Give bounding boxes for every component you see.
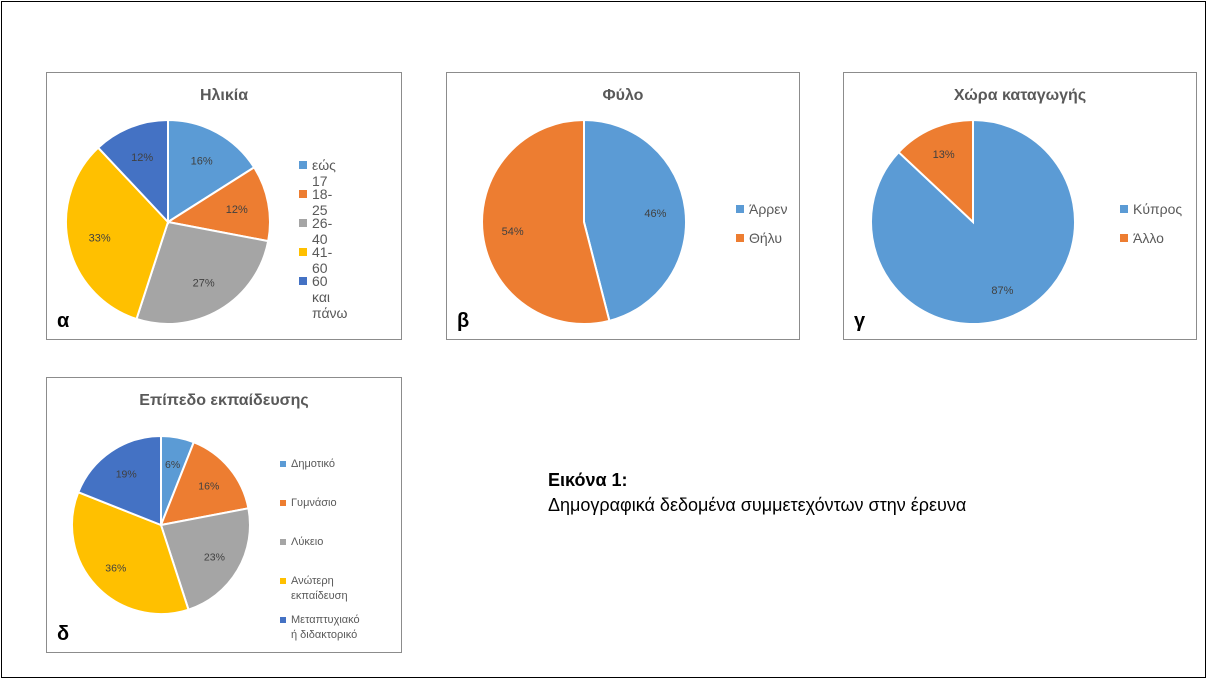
pie-svg: 87% 13% xyxy=(870,118,1076,325)
slice-label: 13% xyxy=(933,149,955,161)
legend-item-λύκειο: Λύκειο xyxy=(280,535,323,550)
legend-label: Ανώτερη εκπαίδευση xyxy=(291,575,348,602)
pie-slice-εώς-17 xyxy=(167,118,256,224)
legend-swatch xyxy=(280,617,286,623)
legend-item-εώς-17: εώς 17 xyxy=(299,157,336,189)
legend-item-κύπρος: Κύπρος xyxy=(1120,201,1182,217)
legend-swatch xyxy=(299,277,307,285)
legend-swatch xyxy=(280,500,286,506)
pie-slice-άλλο xyxy=(897,118,974,225)
legend-swatch xyxy=(299,161,307,169)
legend-item-μεταπτυχιακό-ή-διδακτορικό: Μεταπτυχιακό ή διδακτορικό xyxy=(280,613,360,643)
slice-label: 19% xyxy=(116,469,137,481)
slice-label: 36% xyxy=(105,562,126,574)
legend-label: Άρρεν xyxy=(749,201,788,217)
legend-label: Γυμνάσιο xyxy=(291,497,337,509)
legend-swatch xyxy=(299,219,307,227)
pie-svg: 16% 12% 27% 33% 12% xyxy=(65,118,271,325)
slice-label: 46% xyxy=(644,208,666,220)
legend-item-41-60: 41-60 xyxy=(299,244,332,276)
slice-label: 33% xyxy=(89,232,111,244)
pie-slice-41-60 xyxy=(65,146,170,321)
pie-slice-60-και-πάνω xyxy=(96,118,169,225)
chart-title: Φύλο xyxy=(602,87,644,104)
legend-swatch xyxy=(1120,205,1128,213)
pie-slice-26-40 xyxy=(135,220,270,325)
legend-label: Θήλυ xyxy=(749,230,782,246)
caption-title: Εικόνα 1: xyxy=(548,470,628,490)
slice-label: 16% xyxy=(191,156,213,168)
legend-swatch xyxy=(280,539,286,545)
panel-letter: δ xyxy=(57,623,70,645)
chart-sex-panel: Φύλο 46% 54% Άρρεν Θήλυ β xyxy=(446,72,800,340)
pie-slice-18-25 xyxy=(165,165,271,243)
pie-slice-ανώτερη-εκπαίδευση xyxy=(71,490,190,615)
chart-education-panel: Επίπεδο εκπαίδευσης 6% 16% 23% 36% 19% Δημοτ… xyxy=(46,377,402,653)
panel-letter: β xyxy=(457,310,470,332)
slice-label: 6% xyxy=(165,459,180,471)
legend-item-άρρεν: Άρρεν xyxy=(736,201,788,217)
figure-caption: Εικόνα 1: Δημογραφικά δεδομένα συμμετεχό… xyxy=(548,470,966,516)
chart-title: Ηλικία xyxy=(199,87,249,104)
legend-item-60-και-πάνω: 60 και πάνω xyxy=(299,273,348,321)
pie-slice-θήλυ xyxy=(481,118,611,325)
legend-swatch xyxy=(299,190,307,198)
chart-title: Χώρα καταγωγής xyxy=(953,87,1087,104)
legend-item-άλλο: Άλλο xyxy=(1120,230,1164,246)
legend-item-18-25: 18-25 xyxy=(299,186,332,218)
legend-label: 60 και πάνω xyxy=(312,273,348,321)
pie-slice-άρρεν xyxy=(583,118,687,323)
legend-swatch xyxy=(280,578,286,584)
slice-label: 12% xyxy=(131,152,153,164)
slice-label: 87% xyxy=(991,285,1013,297)
legend-label: Δημοτικό xyxy=(291,458,336,470)
legend-label: Άλλο xyxy=(1133,230,1164,246)
pie-svg: 6% 16% 23% 36% 19% xyxy=(71,434,251,615)
slice-label: 23% xyxy=(204,552,225,564)
slice-label: 16% xyxy=(198,481,219,493)
legend-item-δημοτικό: Δημοτικό xyxy=(280,457,335,472)
legend-label: 41-60 xyxy=(312,244,333,276)
legend-label: 18-25 xyxy=(312,186,333,218)
panel-letter: γ xyxy=(854,310,866,332)
pie-slice-μεταπτυχιακό-ή-διδακτορικό xyxy=(76,434,162,527)
chart-age-panel: Ηλικία 16% 12% 27% 33% 12% εώς 17 18-25 26-40 4… xyxy=(46,72,402,340)
legend-label: Μεταπτυχιακό ή διδακτορικό xyxy=(291,614,360,641)
panel-letter: α xyxy=(57,310,70,332)
legend-label: Κύπρος xyxy=(1133,201,1183,217)
legend-item-θήλυ: Θήλυ xyxy=(736,230,782,246)
legend-label: εώς 17 xyxy=(312,157,336,189)
slice-label: 27% xyxy=(193,277,215,289)
slice-label: 12% xyxy=(226,204,248,216)
legend-swatch xyxy=(1120,234,1128,242)
pie-slice-γυμνάσιο xyxy=(159,440,250,527)
legend-label: 26-40 xyxy=(312,215,333,247)
legend-swatch xyxy=(280,461,286,467)
pie-slice-λύκειο xyxy=(159,507,251,611)
legend-label: Λύκειο xyxy=(291,536,324,548)
legend-swatch xyxy=(736,234,744,242)
pie-svg: 46% 54% xyxy=(481,118,687,325)
chart-origin-panel: Χώρα καταγωγής 87% 13% Κύπρος Άλλο γ xyxy=(843,72,1197,340)
slice-label: 54% xyxy=(502,226,524,238)
chart-title: Επίπεδο εκπαίδευσης xyxy=(139,392,309,409)
caption-text: Δημογραφικά δεδομένα συμμετεχόντων στην … xyxy=(548,495,967,515)
legend-item-ανώτερη-εκπαίδευση: Ανώτερη εκπαίδευση xyxy=(280,574,348,604)
legend-swatch xyxy=(299,248,307,256)
legend-item-γυμνάσιο: Γυμνάσιο xyxy=(280,496,337,511)
legend-item-26-40: 26-40 xyxy=(299,215,332,247)
legend-swatch xyxy=(736,205,744,213)
